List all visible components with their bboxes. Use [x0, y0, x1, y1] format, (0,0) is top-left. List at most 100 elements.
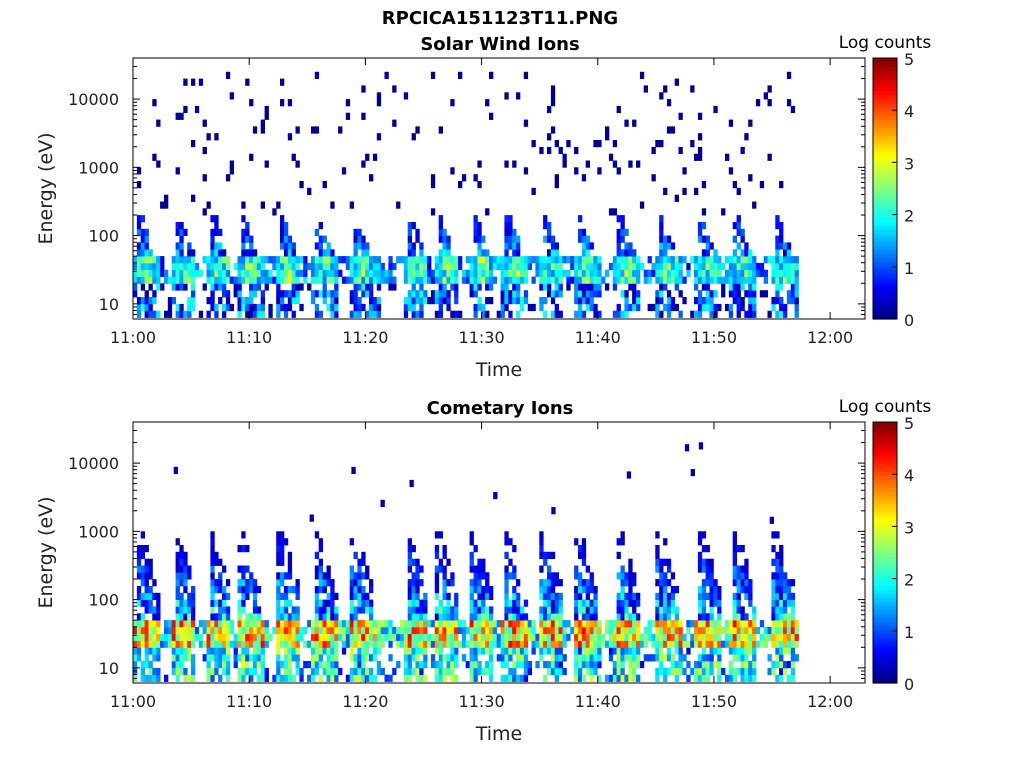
heatmap-cell	[519, 654, 525, 662]
heatmap-cell	[578, 592, 583, 600]
heatmap-cell	[369, 310, 374, 318]
colorbar-swatch	[873, 629, 897, 635]
heatmap-cell	[616, 654, 621, 662]
heatmap-cell	[485, 262, 490, 271]
heatmap-cell	[295, 606, 300, 614]
heatmap-cell	[179, 545, 184, 553]
heatmap-cell	[523, 297, 529, 305]
heatmap-cell	[512, 290, 517, 298]
heatmap-cell	[334, 269, 339, 277]
heatmap-cell	[326, 654, 331, 662]
heatmap-cell	[523, 290, 529, 298]
heatmap-cell	[303, 626, 308, 635]
heatmap-cell	[322, 640, 327, 648]
heatmap-cell	[415, 633, 420, 641]
heatmap-cell	[659, 242, 664, 250]
heatmap-cell	[558, 276, 563, 284]
heatmap-cell	[581, 256, 587, 264]
heatmap-cell	[508, 572, 513, 580]
heatmap-cell	[628, 633, 633, 641]
heatmap-cell	[334, 256, 339, 264]
heatmap-cell	[790, 667, 796, 676]
colorbar-swatch	[873, 581, 897, 586]
heatmap-cell	[434, 667, 440, 676]
y-tick-label: 100	[88, 591, 119, 610]
heatmap-cell	[705, 572, 710, 580]
heatmap-cell	[148, 565, 153, 573]
heatmap-cell	[403, 303, 409, 312]
heatmap-cell	[214, 551, 219, 559]
heatmap-cell	[508, 256, 513, 264]
heatmap-cell	[419, 667, 424, 676]
heatmap-cell	[694, 269, 699, 277]
heatmap-cell	[736, 222, 741, 230]
heatmap-cell	[326, 256, 331, 264]
heatmap-cell	[241, 572, 246, 580]
heatmap-cell	[214, 215, 219, 223]
heatmap-cell	[372, 256, 378, 264]
heatmap-cell	[519, 303, 525, 312]
heatmap-cell	[241, 586, 246, 594]
heatmap-cell	[341, 640, 347, 648]
heatmap-cell	[744, 674, 749, 682]
heatmap-cell	[276, 290, 281, 298]
heatmap-cell	[369, 674, 374, 682]
heatmap-cell	[659, 310, 664, 318]
heatmap-cell	[369, 283, 374, 291]
heatmap-cell	[438, 661, 443, 669]
heatmap-cell	[771, 558, 776, 566]
heatmap-cell	[481, 558, 486, 566]
heatmap-cell	[218, 558, 223, 566]
heatmap-cell	[790, 633, 796, 641]
heatmap-cell	[214, 133, 219, 141]
heatmap-cell	[663, 558, 668, 566]
heatmap-cell	[140, 667, 145, 676]
heatmap-cell	[589, 276, 594, 284]
heatmap-cell	[252, 276, 258, 284]
heatmap-cell	[628, 256, 633, 264]
heatmap-cell	[461, 654, 467, 662]
heatmap-cell	[477, 283, 482, 291]
heatmap-cell	[477, 228, 482, 236]
heatmap-cell	[415, 262, 420, 271]
heatmap-cell	[690, 640, 695, 648]
heatmap-cell	[144, 572, 149, 580]
heatmap-cell	[280, 215, 285, 223]
heatmap-cell	[156, 613, 161, 621]
heatmap-cell	[372, 269, 378, 277]
heatmap-cell	[539, 620, 544, 628]
heatmap-cell	[547, 228, 552, 236]
x-tick-label: 11:40	[575, 692, 621, 711]
heatmap-cell	[775, 565, 780, 573]
heatmap-cell	[732, 249, 737, 257]
heatmap-cell	[291, 647, 296, 655]
heatmap-cell	[326, 626, 331, 635]
heatmap-cell	[144, 579, 149, 587]
heatmap-cell	[403, 647, 409, 655]
heatmap-cell	[136, 592, 142, 600]
heatmap-cell	[543, 215, 548, 223]
heatmap-cell	[202, 256, 207, 264]
heatmap-cell	[639, 71, 645, 79]
heatmap-cell	[728, 276, 734, 284]
colorbar-frame	[872, 57, 898, 320]
heatmap-cell	[287, 249, 293, 257]
heatmap-cell	[636, 256, 641, 264]
heatmap-cell	[581, 269, 587, 277]
heatmap-cell	[477, 579, 482, 587]
isolated-count	[380, 499, 385, 507]
heatmap-cell	[771, 667, 776, 676]
heatmap-cell	[481, 599, 486, 607]
heatmap-cell	[272, 262, 277, 271]
heatmap-cell	[477, 586, 482, 594]
heatmap-cell	[686, 620, 691, 628]
heatmap-cell	[783, 242, 788, 250]
heatmap-cell	[647, 256, 652, 264]
heatmap-cell	[249, 613, 254, 621]
heatmap-cell	[504, 674, 509, 682]
heatmap-cell	[314, 126, 320, 134]
colorbar-swatch	[873, 135, 897, 141]
heatmap-cell	[783, 667, 788, 676]
heatmap-cell	[578, 640, 583, 648]
heatmap-cell	[183, 640, 188, 648]
